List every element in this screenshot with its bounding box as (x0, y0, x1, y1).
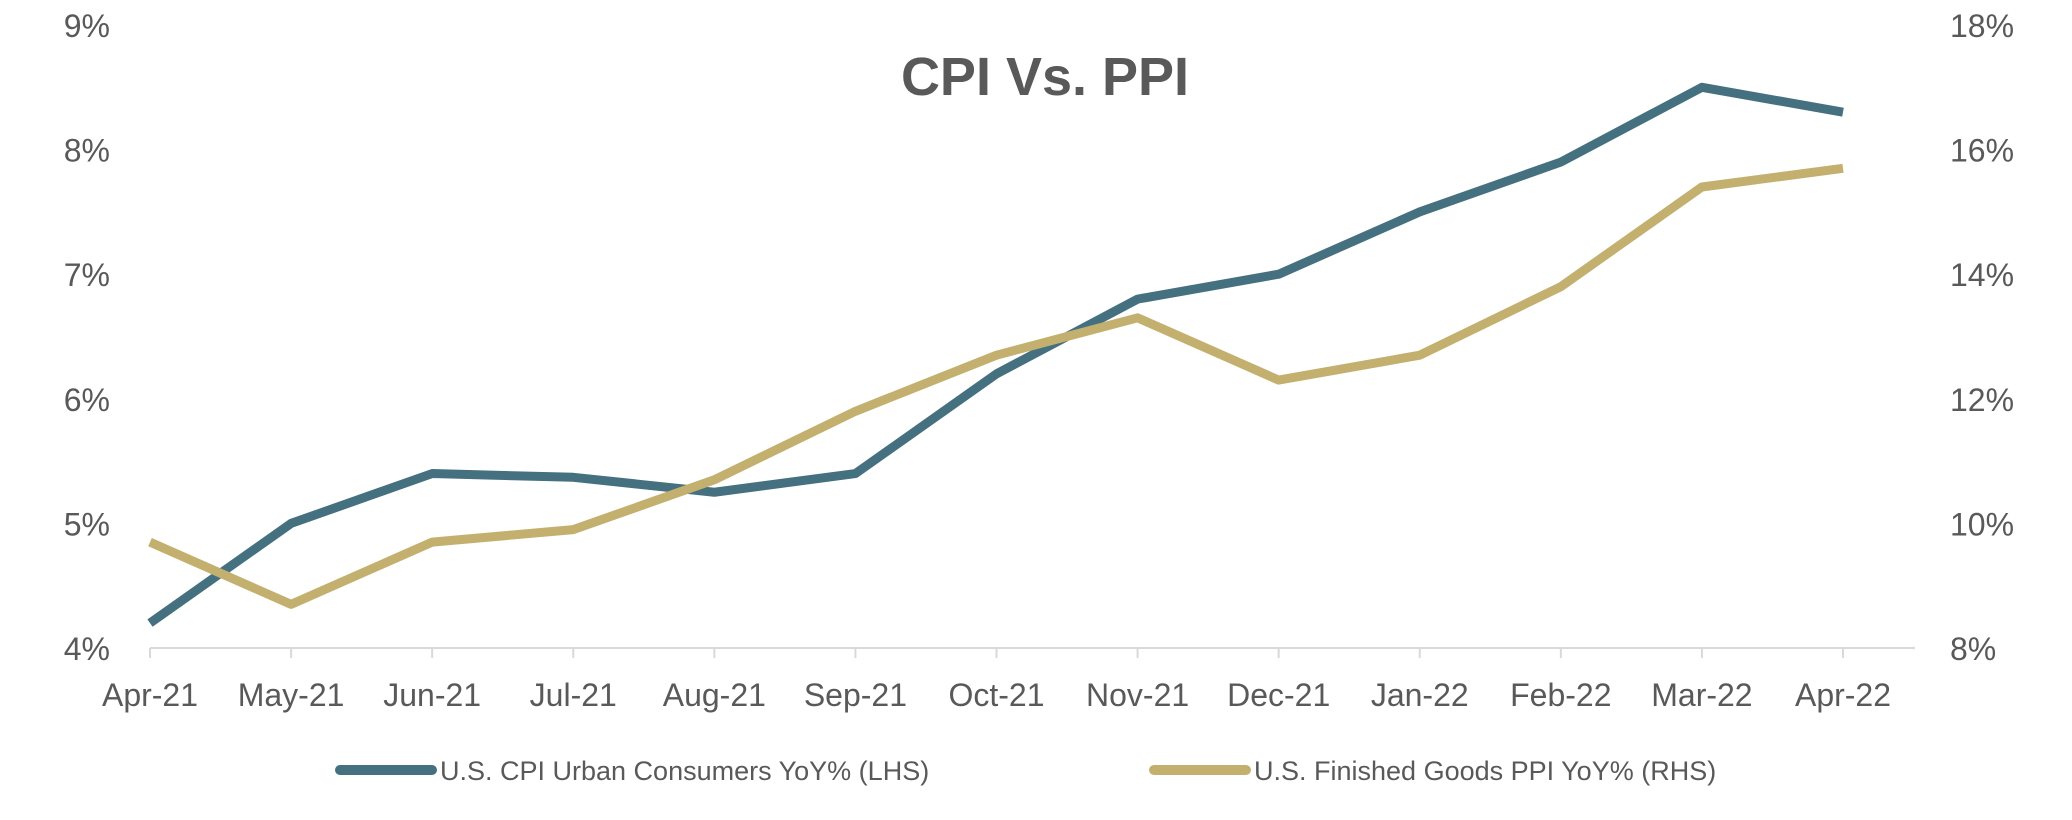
y-right-tick-label: 16% (1950, 133, 2014, 169)
y-right-tick-label: 10% (1950, 506, 2014, 542)
series-layer (147, 82, 1844, 627)
y-right-tick-label: 18% (1950, 8, 2014, 44)
legend-label-ppi: U.S. Finished Goods PPI YoY% (RHS) (1254, 756, 1716, 786)
axes-layer: Apr-21 May-21 Jun-21 Jul-21 Aug-21 Sep-21 Oct-… (64, 8, 2014, 713)
x-tick-label: Dec-21 (1227, 677, 1330, 713)
y-left-tick-label: 9% (64, 8, 110, 44)
x-tick-label: Oct-21 (948, 677, 1044, 713)
x-tick-label: Jan-22 (1371, 677, 1469, 713)
x-tick-label: Jul-21 (530, 677, 617, 713)
y-left-tick-label: 7% (64, 257, 110, 293)
x-tick-label: May-21 (238, 677, 345, 713)
x-tick-label: Jun-21 (383, 677, 481, 713)
y-left-tick-label: 8% (64, 133, 110, 169)
y-left-tick-label: 5% (64, 506, 110, 542)
x-tick-label: Sep-21 (804, 677, 907, 713)
y-left-tick-label: 4% (64, 631, 110, 667)
x-tick-label: Apr-22 (1795, 677, 1891, 713)
x-tick-label: Aug-21 (663, 677, 766, 713)
series-line-ppi (148, 163, 1844, 609)
chart-title: CPI Vs. PPI (901, 47, 1189, 107)
y-right-tick-label: 14% (1950, 257, 2014, 293)
legend-label-cpi: U.S. CPI Urban Consumers YoY% (LHS) (440, 756, 929, 786)
x-tick-label: Mar-22 (1651, 677, 1752, 713)
series-line-cpi (147, 82, 1844, 627)
x-tick-label: Nov-21 (1086, 677, 1189, 713)
x-tick-label: Feb-22 (1510, 677, 1611, 713)
y-right-tick-label: 12% (1950, 382, 2014, 418)
legend: U.S. CPI Urban Consumers YoY% (LHS) U.S.… (335, 756, 1716, 786)
x-tick-label: Apr-21 (102, 677, 198, 713)
y-right-tick-label: 8% (1950, 631, 1996, 667)
y-left-tick-label: 6% (64, 382, 110, 418)
